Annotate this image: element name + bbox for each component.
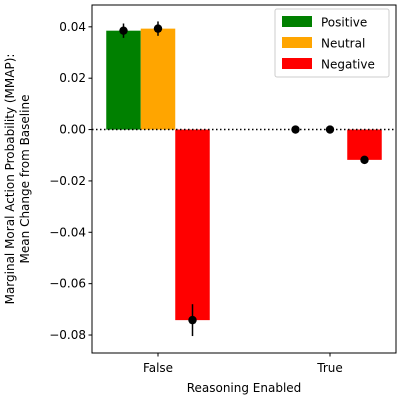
legend: Positive Neutral Negative (274, 8, 390, 78)
x-tick-label: True (316, 361, 343, 375)
mean-point (153, 24, 163, 33)
y-tick-label: 0.02 (59, 71, 86, 85)
mean-point (360, 155, 369, 165)
mean-point (119, 26, 128, 35)
legend-entry-neutral: Neutral (282, 37, 365, 51)
y-tick-label: 0.00 (59, 123, 86, 137)
legend-entry-positive: Positive (282, 16, 367, 30)
legend-swatch-negative (282, 58, 312, 69)
y-tick-label: −0.06 (49, 277, 86, 291)
bar-positive-false (106, 30, 141, 130)
y-tick-label: −0.08 (49, 328, 86, 342)
bar-negative-true (347, 129, 382, 160)
bars (106, 28, 382, 321)
y-tick-label: 0.04 (59, 20, 86, 34)
legend-label-negative: Negative (321, 58, 375, 72)
mean-point (325, 125, 335, 134)
bar-neutral-false (140, 28, 176, 130)
x-tick-label: False (143, 361, 173, 375)
y-axis-label: Marginal Moral Action Probability (MMAP)… (3, 54, 32, 305)
error-bars (119, 21, 369, 337)
legend-label-neutral: Neutral (321, 37, 365, 51)
legend-swatch-neutral (282, 37, 312, 48)
bar-negative-false (175, 129, 210, 321)
y-axis-label-line-1: Marginal Moral Action Probability (MMAP)… (3, 54, 17, 305)
mean-point (291, 125, 300, 134)
x-axis-label: Reasoning Enabled (187, 381, 302, 395)
y-tick-label: −0.04 (49, 225, 86, 239)
legend-label-positive: Positive (321, 16, 367, 30)
y-tick-label: −0.02 (49, 174, 86, 188)
legend-entry-negative: Negative (282, 58, 375, 72)
y-axis-label-line-2: Mean Change from Baseline (18, 95, 32, 264)
mean-point (188, 315, 197, 325)
legend-swatch-positive (282, 16, 312, 27)
y-axis-ticks: −0.08 −0.06 −0.04 −0.02 0.00 0.02 0.04 (49, 20, 92, 342)
plot-frame (91, 4, 397, 354)
x-axis-ticks: False True (143, 353, 343, 375)
